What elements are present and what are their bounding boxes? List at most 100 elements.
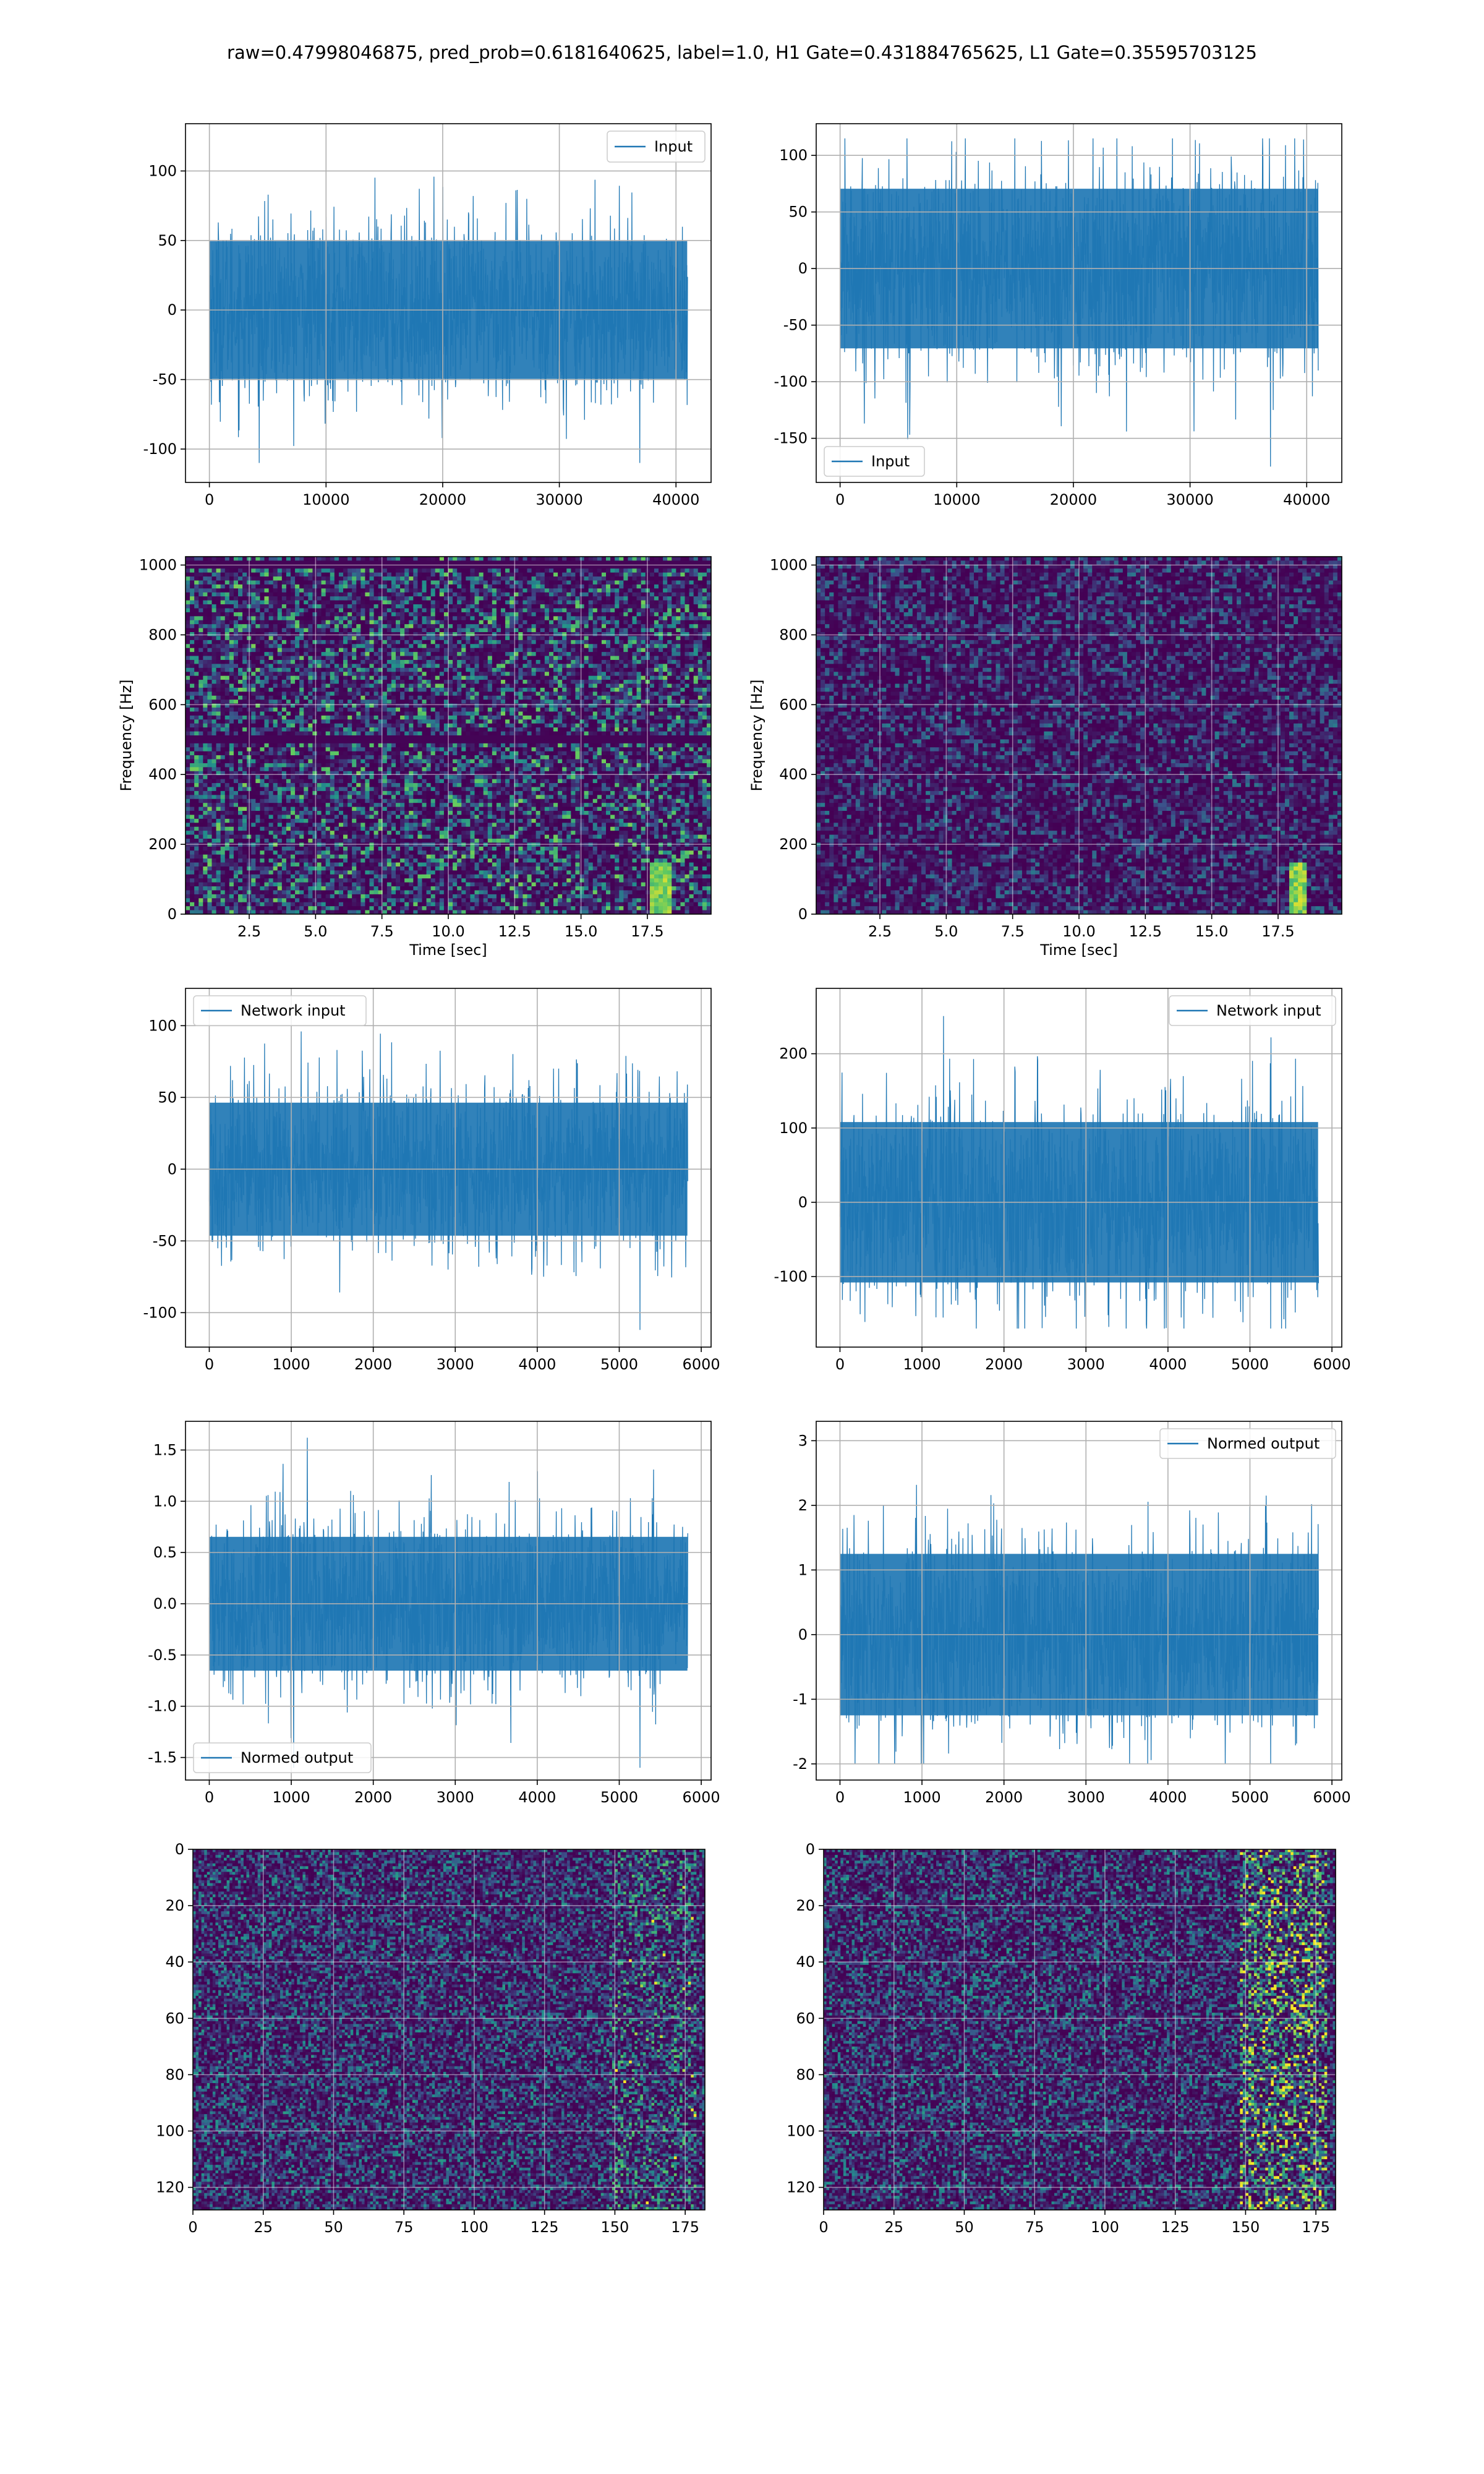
spectrogram-cell [221, 593, 226, 597]
spectrogram-cell [229, 652, 234, 656]
spectrogram-cell [278, 656, 283, 661]
spectrogram-cell [291, 632, 296, 636]
spectrogram-cell [194, 616, 199, 620]
spectrogram-cell [234, 644, 239, 648]
spectrogram-cell [238, 696, 243, 700]
spectrogram-cell [417, 584, 422, 589]
spectrogram-cell [558, 716, 563, 720]
spectrogram-cell [492, 652, 497, 656]
spectrogram-cell [663, 696, 668, 700]
spectrogram-cell [685, 664, 690, 668]
spectrogram-cell [400, 676, 405, 680]
spectrogram-cell [370, 708, 375, 712]
spectrogram-cell [229, 684, 234, 688]
spectrogram-cell [216, 632, 221, 636]
spectrogram-cell [299, 620, 304, 625]
spectrogram-cell [659, 700, 663, 704]
spectrogram-cell [698, 601, 703, 605]
spectrogram-cell [186, 624, 190, 628]
spectrogram-cell [203, 656, 208, 661]
spectrogram-cell [562, 576, 567, 581]
spectrogram-cell [190, 676, 195, 680]
spectrogram-cell [633, 668, 638, 672]
spectrogram-cell [190, 601, 195, 605]
spectrogram-cell [255, 696, 260, 700]
spectrogram-cell [448, 652, 453, 656]
spectrogram-cell [453, 696, 458, 700]
spectrogram-cell [330, 632, 335, 636]
spectrogram-cell [536, 660, 541, 664]
spectrogram-cell [685, 576, 690, 581]
spectrogram-cell [461, 628, 466, 633]
spectrogram-cell [409, 708, 414, 712]
spectrogram-cell [527, 700, 532, 704]
spectrogram-cell [510, 584, 514, 589]
spectrogram-cell [518, 608, 523, 612]
spectrogram-cell [348, 716, 352, 720]
spectrogram-cell [265, 616, 270, 620]
spectrogram-cell [522, 612, 527, 617]
spectrogram-cell [404, 636, 409, 640]
spectrogram-cell [203, 668, 208, 672]
spectrogram-cell [312, 581, 317, 585]
spectrogram-cell [702, 684, 707, 688]
spectrogram-cell [194, 668, 199, 672]
spectrogram-cell [510, 601, 514, 605]
spectrogram-cell [475, 560, 480, 565]
spectrogram-cell [265, 568, 270, 573]
spectrogram-cell [448, 628, 453, 633]
spectrogram-cell [343, 672, 348, 676]
spectrogram-cell [540, 616, 545, 620]
spectrogram-cell [260, 584, 265, 589]
spectrogram-cell [255, 711, 260, 716]
spectrogram-cell [484, 660, 488, 664]
spectrogram-cell [501, 640, 506, 644]
spectrogram-cell [637, 593, 642, 597]
spectrogram-cell [221, 584, 226, 589]
spectrogram-cell [212, 680, 217, 684]
spectrogram-cell [466, 676, 471, 680]
spectrogram-cell [492, 601, 497, 605]
spectrogram-cell [623, 688, 628, 692]
spectrogram-cell [335, 616, 339, 620]
spectrogram-cell [409, 573, 414, 577]
spectrogram-cell [694, 644, 699, 648]
spectrogram-cell [286, 601, 291, 605]
spectrogram-cell [566, 576, 571, 581]
spectrogram-cell [322, 596, 326, 601]
spectrogram-cell [510, 676, 514, 680]
spectrogram-cell [238, 680, 243, 684]
spectrogram-cell [291, 557, 296, 561]
spectrogram-cell [304, 632, 309, 636]
spectrogram-cell [685, 656, 690, 661]
spectrogram-cell [221, 700, 226, 704]
spectrogram-cell [641, 596, 646, 601]
spectrogram-cell [650, 688, 655, 692]
spectrogram-cell [549, 656, 554, 661]
spectrogram-cell [571, 640, 576, 644]
spectrogram-cell [339, 696, 344, 700]
spectrogram-cell [194, 593, 199, 597]
spectrogram-cell [532, 656, 537, 661]
spectrogram-cell [593, 568, 598, 573]
spectrogram-cell [505, 588, 510, 593]
spectrogram-cell [615, 648, 620, 653]
spectrogram-cell [295, 688, 300, 692]
spectrogram-cell [304, 688, 309, 692]
spectrogram-cell [404, 711, 409, 716]
spectrogram-cell [689, 593, 694, 597]
spectrogram-cell [295, 576, 300, 581]
spectrogram-cell [619, 711, 624, 716]
spectrogram-cell [221, 576, 226, 581]
legend-label: Input [871, 453, 910, 470]
spectrogram-cell [370, 652, 375, 656]
spectrogram-cell [234, 711, 239, 716]
spectrogram-cell [282, 636, 287, 640]
spectrogram-cell [203, 576, 208, 581]
spectrogram-cell [566, 616, 571, 620]
spectrogram-cell [229, 560, 234, 565]
spectrogram-cell [440, 584, 445, 589]
spectrogram-cell [633, 601, 638, 605]
spectrogram-cell [295, 700, 300, 704]
spectrogram-cell [391, 648, 396, 653]
